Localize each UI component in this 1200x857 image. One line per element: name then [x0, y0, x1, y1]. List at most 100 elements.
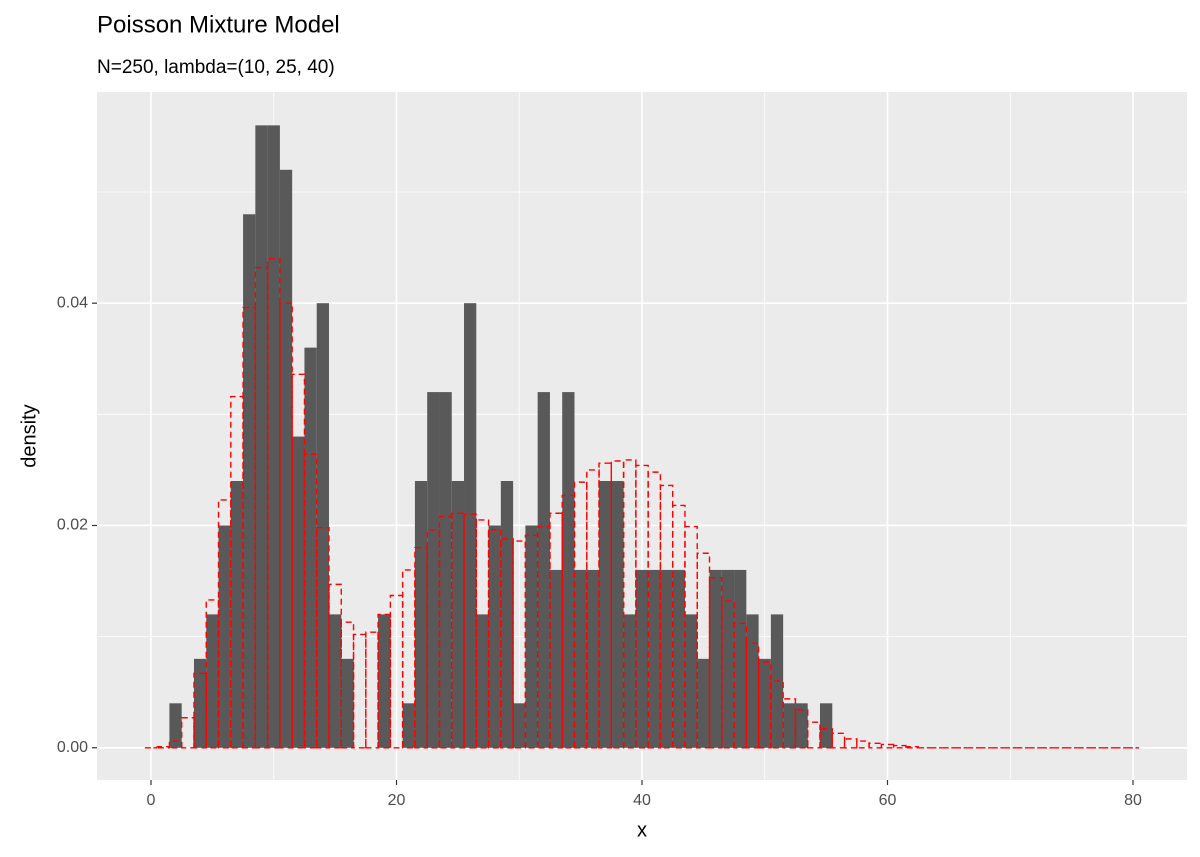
model-bar	[316, 526, 330, 749]
model-bar	[217, 499, 232, 749]
histogram-bar	[660, 569, 673, 748]
y-tick-label: 0.04	[57, 294, 88, 311]
model-bar	[733, 622, 748, 749]
model-bar	[500, 538, 514, 749]
model-bar	[708, 577, 723, 749]
model-bar	[782, 698, 797, 749]
model-bar	[831, 732, 846, 749]
x-axis-label: x	[637, 819, 647, 841]
histogram-bar	[230, 481, 244, 748]
model-bar	[205, 599, 220, 749]
histogram-bar	[292, 436, 305, 748]
y-axis-label: density	[18, 404, 40, 467]
model-bar	[401, 569, 416, 749]
model-bar	[770, 680, 784, 749]
histogram-bar	[758, 658, 771, 748]
model-bar	[696, 552, 711, 749]
x-tick-label: 40	[633, 792, 651, 809]
model-bar	[463, 513, 477, 749]
model-bar	[598, 462, 613, 749]
histogram-bar	[451, 481, 465, 748]
histogram-bar	[218, 525, 231, 748]
model-bar	[451, 512, 465, 749]
model-bar	[475, 519, 490, 749]
histogram-bar	[574, 569, 587, 748]
histogram-bar	[464, 303, 477, 748]
model-bar	[905, 745, 919, 749]
axes: 0 20 40 60 80 0.00 0.02 0.04	[57, 294, 1142, 809]
model-bar	[291, 373, 306, 749]
histogram-bar	[402, 703, 415, 748]
model-bar	[622, 459, 637, 749]
histogram-bar	[537, 392, 550, 748]
histogram-bar	[697, 658, 710, 748]
model-bar	[303, 453, 318, 749]
histogram-bar	[206, 614, 219, 748]
histogram-bar	[648, 569, 661, 748]
model-bar	[647, 471, 662, 749]
histogram-bar	[316, 303, 329, 748]
y-tick-label: 0.00	[57, 739, 88, 756]
model-bar	[856, 740, 870, 749]
histogram-bar	[562, 392, 575, 748]
model-bar	[819, 728, 833, 749]
histogram-bar	[341, 658, 354, 748]
model-bar	[892, 744, 907, 749]
histogram-bar	[513, 703, 526, 748]
histogram-bar	[611, 481, 624, 748]
histogram-bar	[709, 569, 722, 748]
histogram-bar	[488, 525, 501, 748]
histogram-bar	[414, 481, 428, 748]
model-bar	[843, 738, 858, 749]
y-tick-label: 0.02	[57, 517, 88, 534]
histogram-bar	[795, 703, 808, 748]
histogram-bar	[734, 569, 747, 748]
histogram-bar	[243, 214, 256, 748]
model-bar	[684, 525, 698, 749]
histogram-bar	[279, 169, 293, 748]
histogram-bar	[267, 125, 280, 748]
model-bar	[168, 740, 183, 749]
histogram-bar	[255, 125, 268, 748]
model-bar	[671, 504, 686, 749]
histogram-bar	[783, 703, 796, 748]
x-tick-label: 20	[388, 792, 406, 809]
histogram-bar	[635, 569, 649, 748]
model-bar	[193, 672, 207, 749]
bars	[144, 125, 1140, 749]
model-bar	[340, 621, 355, 749]
histogram-bar	[746, 614, 759, 748]
histogram-bar	[193, 658, 207, 748]
histogram-bar	[169, 703, 182, 748]
model-bar	[880, 743, 895, 749]
chart-title: Poisson Mixture Model	[97, 11, 340, 38]
histogram-bar	[378, 614, 391, 748]
model-bar	[328, 583, 342, 749]
histogram-bar	[500, 481, 514, 748]
histogram-bar	[427, 392, 440, 748]
histogram-bar	[586, 569, 600, 748]
histogram-bar	[684, 614, 698, 748]
chart-subtitle: N=250, lambda=(10, 25, 40)	[97, 57, 335, 78]
histogram-bar	[328, 614, 342, 748]
model-bar	[868, 742, 883, 749]
x-tick-label: 60	[879, 792, 897, 809]
model-bar	[745, 642, 760, 749]
histogram-bar	[819, 703, 833, 748]
histogram-bar	[304, 347, 317, 748]
x-tick-label: 80	[1124, 792, 1142, 809]
histogram-bar	[599, 481, 612, 748]
model-bar	[794, 709, 809, 749]
model-bar	[549, 512, 563, 749]
histogram-bar	[525, 525, 538, 748]
histogram-bar	[549, 569, 563, 748]
x-tick-label: 0	[147, 792, 156, 809]
histogram-bar	[439, 392, 452, 748]
model-bar	[487, 529, 502, 749]
model-bar	[659, 484, 674, 749]
histogram-bar	[672, 569, 685, 748]
model-bar	[426, 529, 441, 749]
model-bar	[610, 460, 625, 749]
model-bar	[586, 469, 600, 749]
